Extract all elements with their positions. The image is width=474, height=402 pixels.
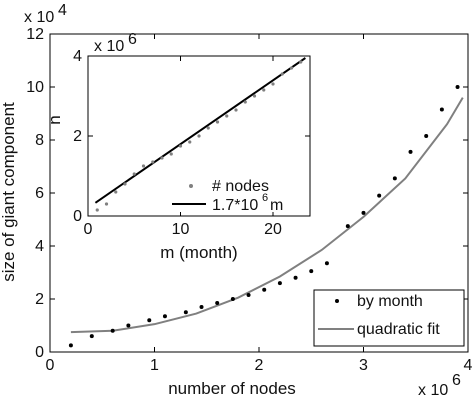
legend-by-month-label: by month xyxy=(357,293,423,310)
data-point xyxy=(68,343,73,348)
main-series-fit xyxy=(70,97,464,334)
y-tick-label: 4 xyxy=(35,238,44,255)
y-tick-label: 10 xyxy=(26,79,44,96)
data-point xyxy=(246,293,251,298)
data-point xyxy=(141,164,146,168)
y-tick-label: 8 xyxy=(35,132,44,149)
inset-y-ticks: 0 2 4 xyxy=(73,48,310,225)
data-point xyxy=(95,208,99,212)
data-point xyxy=(215,300,220,305)
data-point xyxy=(361,210,366,215)
data-point xyxy=(160,156,164,160)
inset-series-points xyxy=(95,60,303,212)
legend-by-month-marker xyxy=(335,299,339,303)
data-point xyxy=(392,176,397,181)
main-series-points xyxy=(68,85,460,348)
data-point xyxy=(262,287,267,292)
data-point xyxy=(439,107,444,112)
data-point xyxy=(262,88,266,92)
data-point xyxy=(151,160,155,164)
data-point xyxy=(252,94,257,98)
data-point xyxy=(199,304,204,309)
main-x-multiplier-exponent: 6 xyxy=(452,372,461,389)
data-point xyxy=(309,269,314,274)
y-tick-label: 0 xyxy=(35,344,44,361)
x-tick-label: 0 xyxy=(46,357,55,374)
inset-y-axis-label: n xyxy=(45,115,64,124)
data-point xyxy=(162,314,167,319)
legend-fit-label-suffix: m xyxy=(270,197,283,214)
data-point xyxy=(114,190,118,194)
data-point xyxy=(293,275,298,280)
data-point xyxy=(183,310,188,315)
inset-x-axis-label: m (month) xyxy=(160,243,237,262)
inset-x-ticks: 0 10 20 xyxy=(84,56,282,238)
data-point xyxy=(455,85,460,89)
x-tick-label: 0 xyxy=(84,221,93,238)
legend-fit-label: 1.7*10 xyxy=(212,197,258,214)
data-point xyxy=(206,126,210,130)
data-point xyxy=(230,297,235,301)
data-point xyxy=(132,172,136,176)
data-point xyxy=(123,182,127,186)
data-point xyxy=(188,140,192,144)
main-x-multiplier: x 10 xyxy=(418,382,448,399)
data-point xyxy=(104,202,109,206)
data-point xyxy=(377,193,382,198)
data-point xyxy=(178,144,183,148)
data-point xyxy=(280,72,284,76)
data-point xyxy=(408,149,413,154)
inset-y-multiplier-exponent: 6 xyxy=(128,31,137,48)
data-point xyxy=(345,224,350,229)
data-point xyxy=(126,323,131,328)
main-x-axis-label: number of nodes xyxy=(168,379,296,398)
data-point xyxy=(243,100,247,104)
inset-legend: # nodes 1.7*10 6 m xyxy=(166,172,306,214)
y-tick-label: 2 xyxy=(35,291,44,308)
main-x-ticks: 0 1 2 3 4 xyxy=(46,34,473,374)
y-tick-label: 4 xyxy=(73,48,82,65)
data-point xyxy=(299,60,303,64)
data-point xyxy=(197,134,201,138)
data-point xyxy=(89,334,94,339)
data-point xyxy=(289,66,294,70)
data-point xyxy=(169,152,173,156)
data-point xyxy=(271,82,275,86)
legend-fit-label-exponent: 6 xyxy=(262,192,268,204)
data-point xyxy=(324,261,329,266)
legend-quadratic-fit-label: quadratic fit xyxy=(357,321,440,338)
main-legend: by month quadratic fit xyxy=(313,289,465,347)
legend-nodes-marker xyxy=(189,184,193,188)
x-tick-label: 4 xyxy=(464,357,473,374)
inset-chart: 0 10 20 0 2 4 m (month) n x 10 6 # nodes 1.7… xyxy=(45,31,311,262)
x-tick-label: 1 xyxy=(150,357,159,374)
x-tick-label: 20 xyxy=(264,221,282,238)
inset-series-line xyxy=(94,57,306,204)
main-y-ticks: 0 2 4 6 8 10 12 xyxy=(26,26,468,361)
main-y-axis-label: size of giant component xyxy=(0,102,18,282)
x-tick-label: 2 xyxy=(255,357,264,374)
data-point xyxy=(277,281,282,286)
data-point xyxy=(424,134,429,139)
data-point xyxy=(234,108,238,112)
y-tick-label: 0 xyxy=(73,208,82,225)
series-line xyxy=(94,57,306,204)
y-tick-label: 2 xyxy=(73,128,82,145)
main-legend-box xyxy=(313,289,465,347)
inset-y-multiplier: x 10 xyxy=(94,38,124,55)
data-point xyxy=(225,114,229,118)
data-point xyxy=(215,120,220,124)
x-tick-label: 3 xyxy=(359,357,368,374)
y-tick-label: 6 xyxy=(35,185,44,202)
legend-nodes-label: # nodes xyxy=(212,178,269,195)
inset-legend-box xyxy=(166,172,306,212)
data-point xyxy=(147,318,152,323)
main-y-multiplier-exponent: 4 xyxy=(58,2,67,19)
x-tick-label: 10 xyxy=(172,221,190,238)
series-line xyxy=(70,97,464,334)
main-y-multiplier: x 10 xyxy=(24,9,54,26)
y-tick-label: 12 xyxy=(26,26,44,43)
data-point xyxy=(110,328,115,333)
